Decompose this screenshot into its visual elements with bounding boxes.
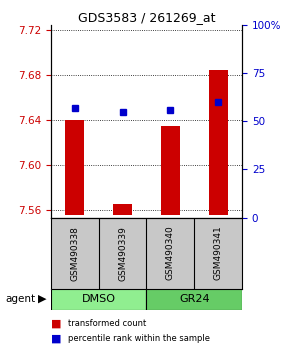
Text: GSM490341: GSM490341 — [214, 226, 223, 280]
Text: ■: ■ — [51, 319, 61, 329]
Text: transformed count: transformed count — [68, 319, 146, 329]
Bar — [113, 204, 132, 216]
Text: ■: ■ — [51, 334, 61, 344]
Title: GDS3583 / 261269_at: GDS3583 / 261269_at — [78, 11, 215, 24]
Text: GSM490338: GSM490338 — [70, 225, 79, 281]
Bar — [161, 126, 180, 216]
Text: ▶: ▶ — [38, 294, 46, 304]
Bar — [209, 70, 228, 216]
Text: agent: agent — [6, 294, 36, 304]
Text: GSM490339: GSM490339 — [118, 225, 127, 281]
Text: GSM490340: GSM490340 — [166, 226, 175, 280]
Text: DMSO: DMSO — [81, 294, 116, 304]
Bar — [146, 289, 242, 310]
Bar — [51, 289, 146, 310]
Bar — [65, 120, 84, 216]
Text: percentile rank within the sample: percentile rank within the sample — [68, 334, 210, 343]
Text: GR24: GR24 — [179, 294, 210, 304]
